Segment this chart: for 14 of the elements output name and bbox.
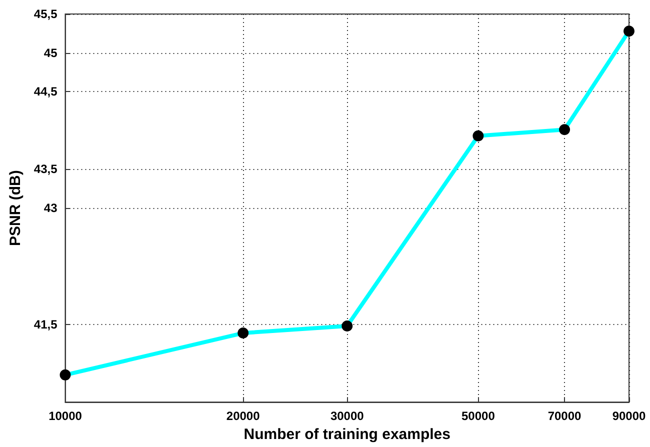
y-tick-label: 41,5: [34, 317, 58, 332]
x-tick-label: 10000: [48, 409, 82, 424]
y-tick-label: 45: [44, 46, 58, 60]
x-tick-label: 70000: [548, 409, 582, 424]
x-tick-label: 50000: [462, 409, 496, 424]
x-tick-label: 30000: [330, 409, 364, 424]
y-tick-label: 43: [44, 201, 58, 216]
x-tick-label: 90000: [612, 409, 646, 424]
x-axis-title: Number of training examples: [244, 426, 450, 443]
y-tick-label: 45,5: [34, 7, 58, 21]
y-axis-title: PSNR (dB): [7, 170, 24, 246]
x-tick-label: 20000: [226, 409, 260, 424]
y-tick-label: 44,5: [34, 84, 58, 99]
y-tick-label: 43,5: [34, 162, 58, 176]
